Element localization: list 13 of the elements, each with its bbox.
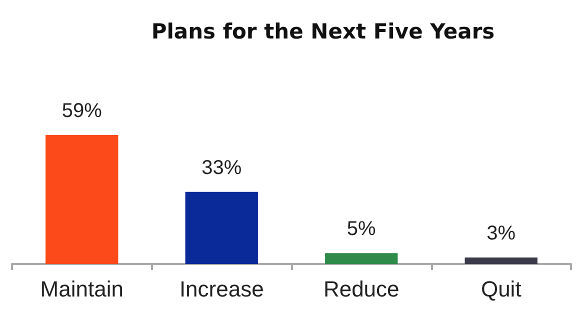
bar — [464, 257, 538, 264]
bar — [46, 135, 118, 264]
chart-title: Plans for the Next Five Years — [151, 20, 495, 44]
data-label: 5% — [346, 218, 376, 240]
bar — [185, 192, 258, 264]
x-tick-label: Maintain — [40, 276, 124, 302]
x-tick-label: Increase — [179, 276, 264, 302]
x-tick-label: Quit — [480, 276, 522, 302]
x-tick-label: Reduce — [323, 276, 400, 302]
bar — [325, 253, 398, 264]
data-label: 59% — [62, 100, 102, 122]
data-label: 33% — [202, 156, 242, 179]
data-label: 3% — [486, 222, 516, 244]
